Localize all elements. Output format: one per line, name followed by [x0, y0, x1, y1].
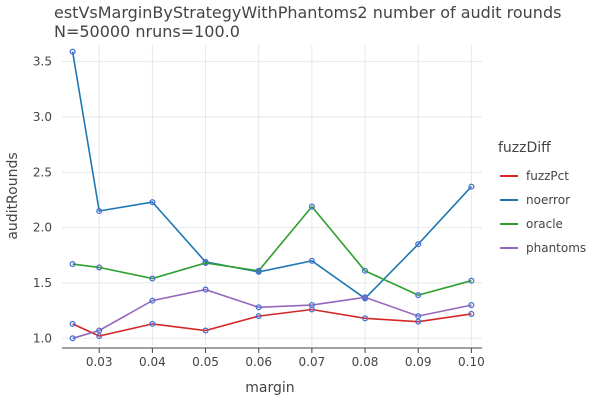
legend: fuzzDiff fuzzPct noerror oracle phantoms [498, 140, 586, 255]
series-line [72, 288, 472, 340]
data-point [96, 327, 103, 334]
series-line [72, 205, 472, 296]
series-line [72, 308, 472, 337]
data-point [69, 261, 76, 268]
x-tick-label: 0.09 [405, 355, 432, 369]
data-point [415, 292, 422, 299]
legend-item: fuzzPct [500, 169, 569, 183]
legend-item: noerror [500, 193, 570, 207]
series-fuzzPct [69, 306, 475, 340]
data-point [308, 203, 315, 210]
data-point [468, 302, 475, 309]
data-point [96, 332, 103, 340]
y-tick-label: 3.5 [33, 55, 52, 69]
data-point [202, 327, 209, 334]
series-noerror [69, 48, 475, 302]
series-line [71, 51, 472, 300]
legend-label: phantoms [526, 241, 586, 255]
data-point [415, 313, 422, 320]
chart-subtitle: N=50000 nruns=100.0 [54, 22, 240, 41]
x-tick-label: 0.08 [352, 355, 379, 369]
data-point [202, 286, 209, 293]
series-oracle [69, 203, 475, 299]
series-lines [69, 48, 475, 342]
grid [62, 45, 482, 346]
legend-label: oracle [526, 217, 563, 231]
legend-item: oracle [500, 217, 563, 231]
data-point [361, 315, 369, 322]
series-phantoms [69, 286, 475, 342]
y-tick-label: 1.5 [33, 276, 52, 290]
x-tick-label: 0.10 [458, 355, 485, 369]
x-tick-label: 0.04 [139, 355, 166, 369]
y-tick-label: 3.0 [33, 110, 52, 124]
y-tick-label: 2.0 [33, 221, 52, 235]
x-tick-label: 0.06 [245, 355, 272, 369]
data-point [361, 267, 369, 274]
data-point [202, 259, 209, 267]
axes: 1.0 1.5 2.0 2.5 3.0 3.5 0.03 0.04 0.05 0.06 0.07 0.… [33, 55, 485, 369]
data-point [96, 264, 103, 271]
data-point [149, 199, 156, 206]
y-tick-label: 1.0 [33, 331, 52, 345]
legend-title: fuzzDiff [498, 140, 551, 156]
data-point [69, 48, 76, 55]
x-tick-label: 0.07 [299, 355, 326, 369]
data-point [96, 207, 103, 215]
x-axis-title: margin [245, 380, 294, 396]
data-point [308, 302, 315, 309]
y-tick-label: 2.5 [33, 165, 52, 179]
data-point [415, 318, 422, 325]
x-tick-label: 0.05 [192, 355, 219, 369]
data-point [255, 267, 262, 274]
x-tick-label: 0.03 [86, 355, 113, 369]
data-point [468, 310, 475, 317]
data-point [255, 313, 262, 320]
data-point [149, 320, 156, 327]
legend-item: phantoms [500, 241, 586, 255]
data-point [361, 294, 369, 301]
data-point [415, 241, 422, 248]
data-point [149, 275, 156, 282]
data-point [468, 183, 475, 190]
data-point [255, 304, 262, 311]
data-point [69, 335, 76, 342]
y-axis-title: auditRounds [5, 152, 21, 239]
data-point [468, 277, 475, 284]
legend-label: noerror [526, 193, 570, 207]
chart-title: estVsMarginByStrategyWithPhantoms2 numbe… [54, 3, 561, 22]
legend-label: fuzzPct [526, 169, 569, 183]
data-point [149, 297, 156, 304]
data-point [69, 320, 76, 327]
data-point [308, 257, 315, 264]
